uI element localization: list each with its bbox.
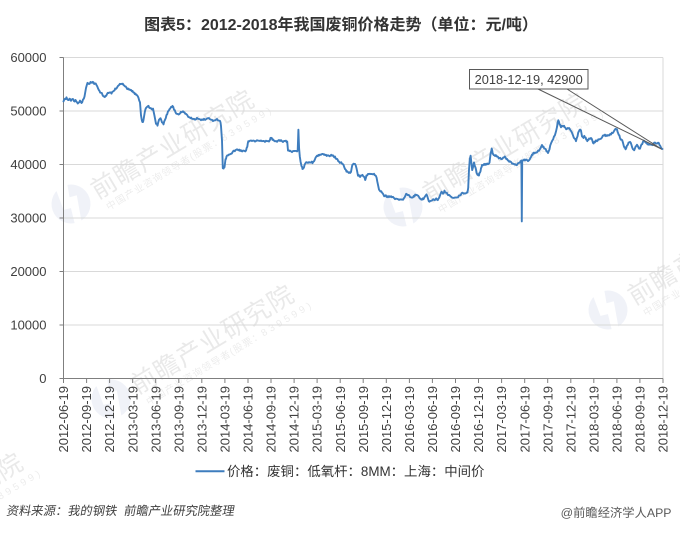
svg-text:2016-03-19: 2016-03-19 — [402, 386, 417, 453]
svg-text:2017-12-19: 2017-12-19 — [563, 386, 578, 453]
svg-text:2013-12-19: 2013-12-19 — [194, 386, 209, 453]
svg-text:50000: 50000 — [10, 104, 46, 119]
svg-text:2013-06-19: 2013-06-19 — [148, 386, 163, 453]
svg-text:2014-09-19: 2014-09-19 — [264, 386, 279, 453]
svg-text:2017-03-19: 2017-03-19 — [494, 386, 509, 453]
svg-text:2014-03-19: 2014-03-19 — [218, 386, 233, 453]
svg-text:资料来源：我的钢铁 前瞻产业研究院整理: 资料来源：我的钢铁 前瞻产业研究院整理 — [5, 504, 235, 518]
svg-text:2012-12-19: 2012-12-19 — [102, 386, 117, 453]
svg-text:2013-09-19: 2013-09-19 — [171, 386, 186, 453]
svg-text:2013-03-19: 2013-03-19 — [125, 386, 140, 453]
svg-text:2018-06-19: 2018-06-19 — [610, 386, 625, 453]
svg-text:2015-03-19: 2015-03-19 — [310, 386, 325, 453]
svg-text:2016-09-19: 2016-09-19 — [448, 386, 463, 453]
svg-text:20000: 20000 — [10, 264, 46, 279]
svg-text:60000: 60000 — [10, 50, 46, 65]
svg-text:2017-06-19: 2017-06-19 — [517, 386, 532, 453]
svg-text:2018-12-19, 42900: 2018-12-19, 42900 — [475, 72, 583, 87]
svg-text:2012-06-19: 2012-06-19 — [56, 386, 71, 453]
svg-text:2014-06-19: 2014-06-19 — [241, 386, 256, 453]
svg-text:40000: 40000 — [10, 157, 46, 172]
svg-text:@前瞻经济学人APP: @前瞻经济学人APP — [561, 506, 672, 520]
svg-text:2018-09-19: 2018-09-19 — [633, 386, 648, 453]
svg-text:2018-03-19: 2018-03-19 — [586, 386, 601, 453]
svg-text:图表5：2012-2018年我国废铜价格走势（单位：元/吨）: 图表5：2012-2018年我国废铜价格走势（单位：元/吨） — [144, 16, 538, 34]
svg-text:2015-06-19: 2015-06-19 — [333, 386, 348, 453]
svg-text:2016-12-19: 2016-12-19 — [471, 386, 486, 453]
svg-text:2014-12-19: 2014-12-19 — [287, 386, 302, 453]
svg-text:2018-12-19: 2018-12-19 — [656, 386, 671, 453]
svg-text:2016-06-19: 2016-06-19 — [425, 386, 440, 453]
svg-text:2017-09-19: 2017-09-19 — [540, 386, 555, 453]
svg-text:2015-12-19: 2015-12-19 — [379, 386, 394, 453]
svg-text:0: 0 — [39, 371, 46, 386]
svg-text:2012-09-19: 2012-09-19 — [79, 386, 94, 453]
svg-text:2015-09-19: 2015-09-19 — [356, 386, 371, 453]
svg-text:10000: 10000 — [10, 318, 46, 333]
svg-text:价格：废铜：低氧杆：8MM：上海：中间价: 价格：废铜：低氧杆：8MM：上海：中间价 — [227, 464, 484, 479]
svg-text:30000: 30000 — [10, 211, 46, 226]
